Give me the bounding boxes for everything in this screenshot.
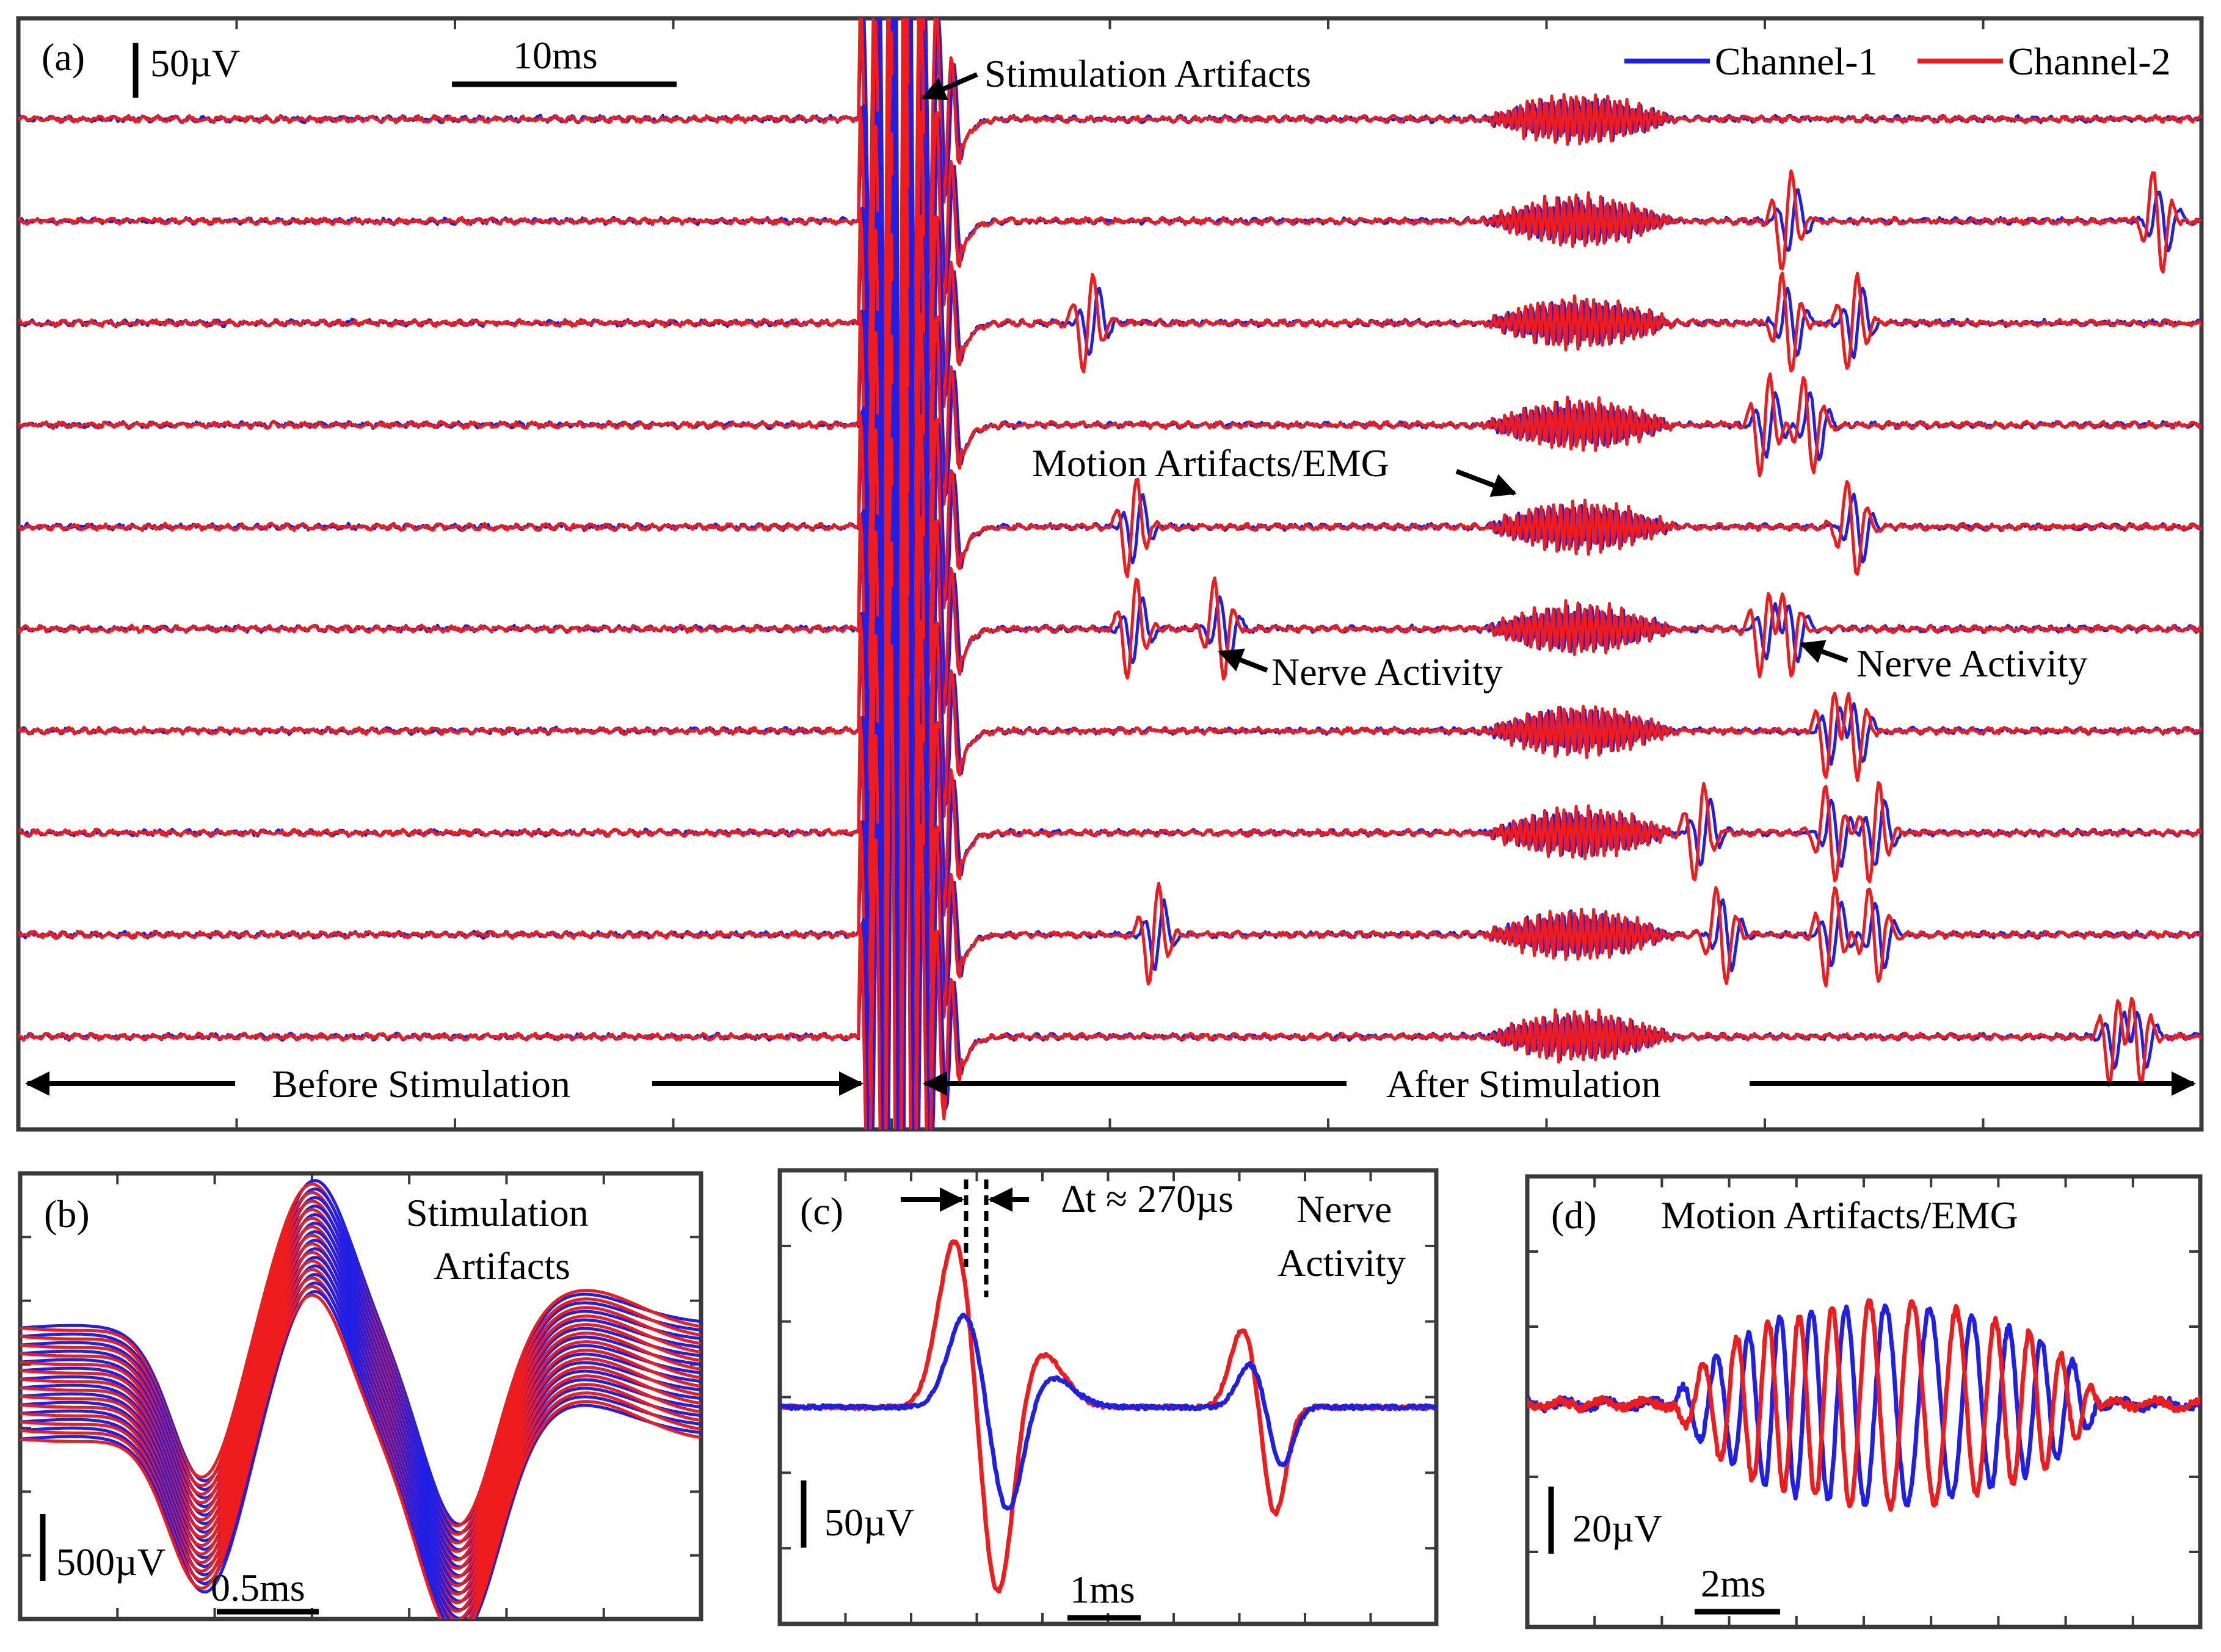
panel-a-frame <box>16 16 2204 1132</box>
delta-label: ∆t ≈ 270µs <box>1061 1177 1234 1220</box>
panel-c-traces <box>780 1239 1436 1594</box>
trace-b-channel1-5 <box>20 1213 701 1560</box>
scale-bar-c-vertical-label: 50µV <box>824 1501 914 1544</box>
panel-b: (b) Stimulation Artifacts 500µV 0.5ms <box>18 1171 703 1621</box>
scale-bar-d-vertical-label: 20µV <box>1572 1507 1662 1550</box>
trace-a-channel2-9 <box>18 532 2201 1129</box>
scale-bar-b-vertical-label: 500µV <box>56 1540 165 1584</box>
scale-bar-b-horizontal-label: 0.5ms <box>211 1566 305 1609</box>
trace-b-channel1-13 <box>20 1281 701 1619</box>
panel-b-title-line2: Artifacts <box>434 1244 570 1288</box>
panel-b-label: (b) <box>44 1192 90 1236</box>
arrow-stimulation-artifacts <box>921 72 978 101</box>
scale-bar-a-horizontal-label: 10ms <box>513 34 598 77</box>
panel-a: (a) 50µV 10ms Channel-1 Channel-2 Stimul… <box>16 16 2204 1132</box>
panel-b-title-line1: Stimulation <box>406 1191 589 1234</box>
panel-d-traces <box>1527 1298 2200 1512</box>
trace-b-channel1-10 <box>20 1256 701 1603</box>
trace-b-channel1-7 <box>20 1230 701 1578</box>
panel-a-traces <box>18 18 2201 1129</box>
scale-bar-d-horizontal-label: 2ms <box>1701 1562 1766 1605</box>
annotation-stimulation-artifacts: Stimulation Artifacts <box>984 52 1311 95</box>
panel-d-label: (d) <box>1551 1194 1597 1237</box>
scale-bar-c-horizontal-label: 1ms <box>1070 1568 1135 1611</box>
trace-a-channel2-2 <box>18 18 2201 759</box>
panel-d: (d) Motion Artifacts/EMG 20µV 2ms <box>1525 1174 2203 1629</box>
panel-b-traces <box>20 1179 701 1619</box>
trace-a-channel2-8 <box>18 432 2201 1129</box>
trace-d-channel1 <box>1527 1303 2200 1508</box>
arrow-motion-artifacts <box>1455 469 1517 497</box>
scale-bar-a-vertical-label: 50µV <box>150 42 240 85</box>
trace-a-channel2-4 <box>18 24 2201 962</box>
trace-b-channel1-8 <box>20 1239 701 1586</box>
annotation-nerve-activity-left: Nerve Activity <box>1271 650 1503 694</box>
trace-a-channel2-5 <box>18 128 2201 1064</box>
trace-a-channel2-1 <box>18 18 2201 658</box>
trace-b-channel1-1 <box>20 1179 701 1526</box>
panel-c-frame <box>777 1168 1439 1626</box>
trace-b-channel1-3 <box>20 1196 701 1543</box>
trace-b-channel1-9 <box>20 1247 701 1595</box>
legend-label-channel2: Channel-2 <box>2008 40 2171 83</box>
trace-a-channel2-10 <box>18 637 2201 1129</box>
trace-a-channel2-6 <box>18 226 2201 1129</box>
trace-b-channel1-4 <box>20 1205 701 1552</box>
panel-d-ticks <box>1527 1176 2200 1627</box>
arrow-nerve-activity-right <box>1799 640 1848 664</box>
trace-d-channel2 <box>1527 1298 2200 1512</box>
legend: Channel-1 Channel-2 <box>1624 40 2171 83</box>
trace-a-channel2-7 <box>18 328 2201 1129</box>
trace-b-channel1-2 <box>20 1187 701 1535</box>
legend-label-channel1: Channel-1 <box>1715 40 1878 83</box>
annotation-motion-artifacts: Motion Artifacts/EMG <box>1032 441 1389 485</box>
trace-b-channel1-11 <box>20 1264 701 1612</box>
trace-b-channel1-12 <box>20 1273 701 1619</box>
panel-a-ticks <box>235 18 1985 1129</box>
arrow-nerve-activity-left <box>1218 648 1268 673</box>
panel-c-title-line1: Nerve <box>1296 1187 1392 1231</box>
region-label-after: After Stimulation <box>1386 1062 1661 1106</box>
panel-c-title-line2: Activity <box>1278 1241 1406 1284</box>
panel-a-label: (a) <box>42 35 85 79</box>
region-label-before: Before Stimulation <box>272 1062 570 1106</box>
trace-a-channel2-3 <box>18 18 2201 860</box>
panel-c-label: (c) <box>800 1189 843 1233</box>
panel-c-ticks <box>780 1170 1436 1624</box>
panel-c: (c) Nerve Activity ∆t ≈ 270µs 50µV 1ms <box>777 1168 1439 1626</box>
annotation-nerve-activity-right: Nerve Activity <box>1856 642 2088 685</box>
trace-b-channel1-14 <box>20 1290 701 1619</box>
trace-b-channel2-14 <box>20 1294 701 1619</box>
panel-d-title: Motion Artifacts/EMG <box>1661 1194 2018 1237</box>
trace-c-channel1 <box>780 1313 1436 1511</box>
trace-b-channel1-6 <box>20 1222 701 1569</box>
